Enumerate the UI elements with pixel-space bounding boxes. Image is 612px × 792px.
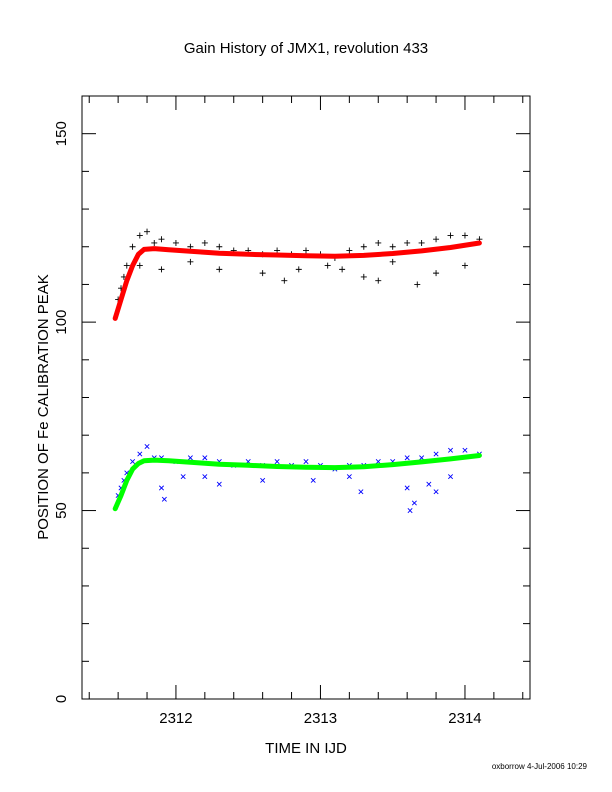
- data-point-plus: [346, 247, 353, 254]
- data-point-plus: [129, 243, 136, 250]
- data-point-plus: [360, 243, 367, 250]
- data-point-cross: [130, 459, 136, 465]
- data-point-cross: [144, 443, 150, 450]
- data-point-cross: [202, 474, 208, 480]
- data-point-cross: [404, 485, 410, 491]
- y-tick-label: 0: [53, 695, 70, 703]
- data-point-plus: [136, 232, 143, 239]
- data-point-plus: [389, 243, 396, 250]
- data-point-plus: [461, 262, 468, 269]
- data-point-plus: [414, 281, 421, 288]
- data-point-cross: [447, 447, 454, 453]
- data-point-plus: [375, 277, 382, 284]
- series-3: [112, 453, 482, 512]
- chart-title: Gain History of JMX1, revolution 433: [184, 40, 428, 57]
- x-tick-label: 2314: [448, 710, 481, 727]
- x-tick-label: 2313: [304, 710, 337, 727]
- data-point-cross: [375, 459, 381, 465]
- data-point-plus: [418, 239, 425, 246]
- x-tick-label: 2312: [159, 710, 192, 727]
- data-point-plus: [339, 266, 346, 273]
- data-point-cross: [310, 477, 316, 483]
- data-point-cross: [202, 455, 208, 461]
- data-point-plus: [295, 266, 302, 273]
- user-timestamp: oxborrow 4-Jul-2006 10:29: [492, 762, 588, 771]
- data-point-plus: [144, 228, 151, 235]
- data-point-plus: [303, 247, 309, 254]
- data-point-plus: [151, 239, 158, 246]
- data-point-plus: [187, 243, 194, 250]
- data-point-plus: [187, 258, 194, 265]
- fit-curve: [112, 240, 482, 321]
- data-point-plus: [447, 232, 454, 239]
- data-point-plus: [360, 273, 367, 280]
- data-point-cross: [462, 447, 468, 453]
- series-1: [112, 240, 482, 321]
- data-point-plus: [158, 266, 165, 273]
- data-point-plus: [281, 277, 288, 284]
- data-point-cross: [447, 474, 454, 480]
- data-point-cross: [358, 489, 364, 495]
- data-point-plus: [201, 239, 208, 246]
- data-point-plus: [404, 239, 411, 246]
- data-point-plus: [433, 236, 440, 243]
- series-2: [115, 443, 482, 514]
- data-point-cross: [274, 459, 280, 465]
- y-axis-ticks: 0 50 100 150: [53, 95, 530, 703]
- data-point-cross: [346, 474, 352, 480]
- data-point-cross: [404, 455, 410, 461]
- data-point-cross: [433, 489, 439, 495]
- plot-frame: [81, 95, 531, 700]
- data-point-plus: [324, 262, 331, 269]
- data-point-plus: [123, 262, 130, 269]
- data-point-plus: [172, 239, 179, 246]
- fit-curve: [112, 453, 482, 512]
- data-point-cross: [411, 500, 417, 506]
- series-layer: [112, 228, 483, 514]
- y-tick-label: 50: [53, 502, 70, 519]
- x-axis-ticks: 2312 2313 2314: [88, 96, 524, 727]
- data-point-cross: [433, 451, 439, 457]
- data-point-plus: [461, 232, 468, 239]
- data-point-plus: [216, 243, 223, 250]
- data-point-cross: [187, 455, 193, 461]
- data-point-plus: [158, 236, 165, 243]
- y-axis-label: POSITION OF Fe CALIBRATION PEAK: [35, 274, 52, 540]
- data-point-cross: [407, 508, 413, 514]
- data-point-cross: [137, 451, 143, 457]
- data-point-plus: [216, 266, 223, 273]
- data-point-plus: [375, 239, 382, 246]
- y-tick-label: 150: [53, 121, 70, 146]
- data-point-plus: [259, 270, 266, 277]
- data-point-plus: [136, 262, 143, 269]
- data-point-cross: [426, 481, 432, 487]
- data-point-cross: [303, 459, 309, 465]
- data-point-cross: [158, 485, 165, 491]
- data-point-cross: [180, 474, 186, 480]
- data-point-cross: [260, 477, 266, 483]
- x-axis-label: TIME IN IJD: [265, 740, 347, 757]
- data-point-cross: [161, 496, 167, 502]
- y-tick-label: 100: [53, 310, 70, 335]
- series-0: [115, 228, 483, 303]
- data-point-plus: [433, 270, 440, 277]
- data-point-cross: [216, 481, 222, 487]
- data-point-plus: [389, 258, 396, 265]
